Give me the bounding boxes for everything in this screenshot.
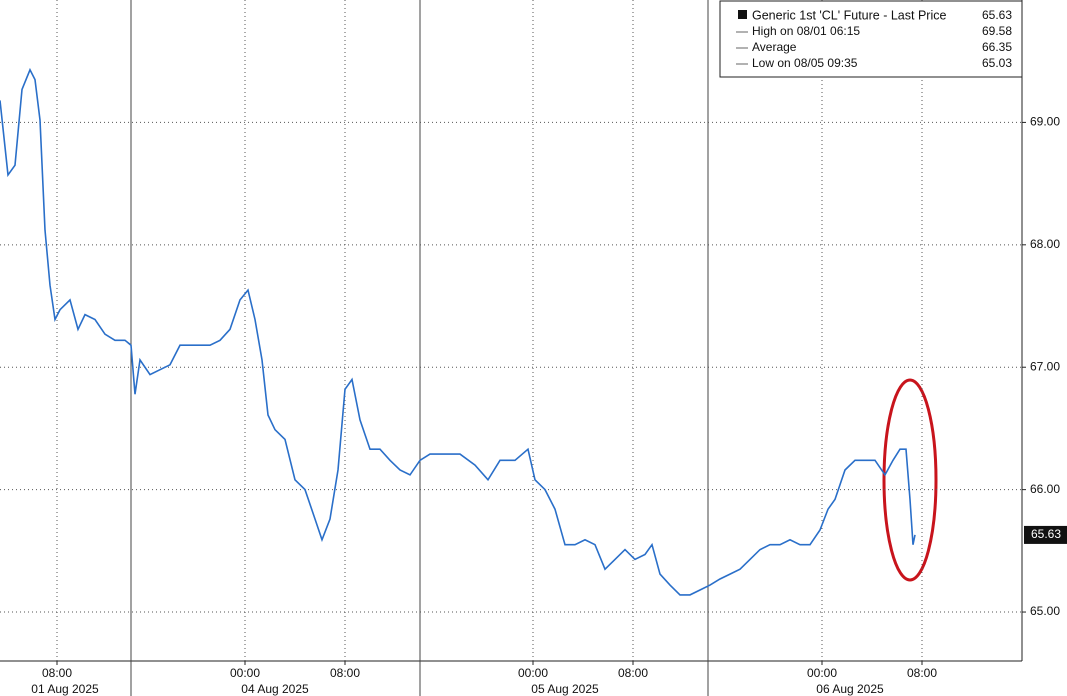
highlight-ellipse — [882, 378, 938, 582]
last-price-tag — [1024, 525, 1067, 544]
y-tick-label: 67.00 — [1030, 359, 1060, 373]
legend-value: 65.63 — [982, 8, 1012, 22]
y-tick-label: 68.00 — [1030, 237, 1060, 251]
legend-stat-label: High on 08/01 06:15 — [752, 24, 860, 38]
legend-stat-value: 66.35 — [982, 40, 1012, 54]
y-tick-label: 66.00 — [1030, 482, 1060, 496]
date-label: 04 Aug 2025 — [241, 682, 309, 696]
legend-swatch — [738, 10, 747, 19]
x-tick-label: 08:00 — [907, 666, 937, 680]
date-label: 01 Aug 2025 — [31, 682, 99, 696]
x-tick-label: 00:00 — [230, 666, 260, 680]
last-price-label: 65.63 — [1031, 527, 1061, 541]
legend-box — [719, 0, 1023, 78]
y-tick-label: 65.00 — [1030, 604, 1060, 618]
x-tick-label: 08:00 — [330, 666, 360, 680]
legend-stat-value: 69.58 — [982, 24, 1012, 38]
legend-stat-label: Low on 08/05 09:35 — [752, 56, 858, 70]
legend-name: Generic 1st 'CL' Future - Last Price — [752, 8, 946, 22]
x-tick-label: 00:00 — [518, 666, 548, 680]
date-label: 05 Aug 2025 — [531, 682, 599, 696]
y-tick-label: 69.00 — [1030, 115, 1060, 129]
legend-stat-label: Average — [752, 40, 797, 54]
x-tick-label: 00:00 — [807, 666, 837, 680]
x-tick-label: 08:00 — [42, 666, 72, 680]
x-tick-label: 08:00 — [618, 666, 648, 680]
price-line — [0, 67, 916, 596]
legend-stat-value: 65.03 — [982, 56, 1012, 70]
date-label: 06 Aug 2025 — [816, 682, 884, 696]
